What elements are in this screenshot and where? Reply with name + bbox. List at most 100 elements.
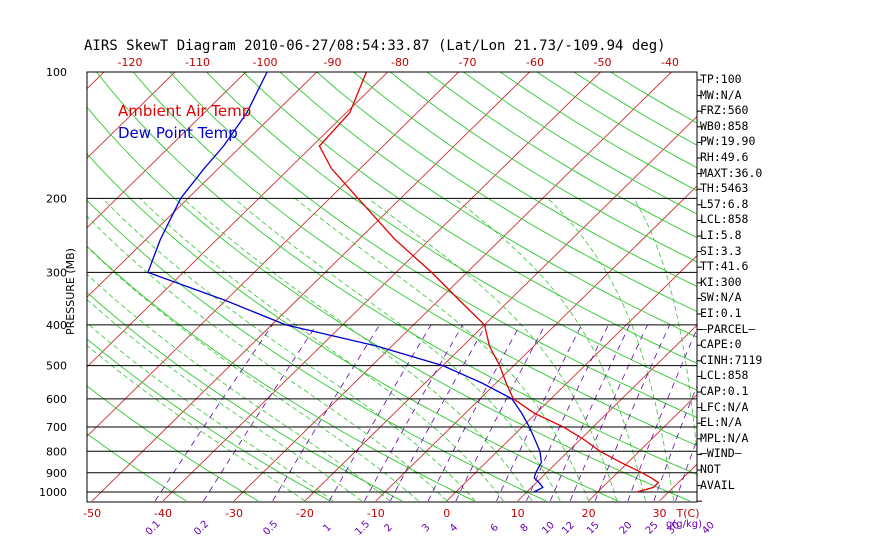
mixing-ratio-label: 10 [540, 520, 557, 537]
bottom-temp-label: 0 [443, 507, 450, 520]
moist-adiabat-line [87, 273, 391, 502]
index-line: RH:49.6 [700, 150, 749, 164]
pressure-tick-label: 300 [46, 266, 67, 279]
moist-adiabat-line [87, 322, 334, 502]
mixing-ratio-label: 1 [321, 522, 333, 534]
mixing-ratio-line [154, 324, 273, 502]
index-line: NOT [700, 462, 721, 476]
dry-adiabat-line [96, 72, 697, 475]
pressure-tick-label: 800 [46, 445, 67, 458]
index-line: MPL:N/A [700, 430, 749, 445]
index-line: MAXT:36.0 [700, 165, 763, 180]
bottom-temp-label: -50 [83, 507, 101, 520]
moist-adiabat-line [294, 198, 589, 502]
mixing-ratio-line [329, 324, 432, 502]
mixing-ratio-line [203, 324, 317, 502]
top-temp-label: -60 [526, 56, 544, 69]
mixing-ratio-line [653, 384, 697, 502]
bottom-temp-label: -40 [154, 507, 172, 520]
index-line: —WIND— [700, 446, 742, 461]
pressure-tick-label: 200 [46, 192, 67, 205]
moist-adiabat-lines [87, 198, 697, 502]
xaxis-unit-label: T(C) [676, 507, 700, 520]
isotherm-line [233, 72, 672, 502]
legend-dew-point-temp: Dew Point Temp [118, 124, 238, 142]
index-line: CAPE:0 [700, 337, 742, 352]
mixing-ratio-label: 0.2 [192, 519, 211, 538]
index-line: MW:N/A [700, 87, 742, 102]
isotherm-lines [0, 72, 870, 502]
pressure-tick-label: 900 [46, 467, 67, 480]
index-line: KI:300 [700, 274, 742, 289]
mixing-ratio-label: 3 [420, 522, 432, 534]
isotherm-line [446, 254, 697, 502]
dry-adiabat-line [87, 433, 187, 502]
mixing-ratio-label: 1.5 [353, 519, 372, 538]
index-line: TT:41.6 [700, 259, 749, 274]
isotherm-line [162, 72, 601, 502]
mixing-ratio-label: 40 [700, 520, 717, 537]
dry-adiabat-line [87, 153, 618, 502]
chart-title: AIRS SkewT Diagram 2010-06-27/08:54:33.8… [84, 38, 666, 54]
pressure-tick-label: 100 [46, 66, 67, 79]
pressure-tick-label: 400 [46, 319, 67, 332]
isotherm-line [87, 72, 459, 437]
isotherm-line [87, 72, 105, 90]
index-line: FRZ:560 [700, 103, 749, 118]
mixing-ratio-lines [154, 324, 697, 502]
index-line: TP:100 [700, 72, 742, 86]
isotherm-line [87, 72, 318, 298]
dry-adiabat-line [500, 72, 697, 192]
isotherm-line [0, 72, 33, 501]
top-temp-label: -40 [661, 56, 679, 69]
temp-profile-line [318, 72, 660, 493]
isobar-lines [87, 71, 697, 493]
index-line: LCL:858 [700, 212, 749, 227]
index-line: SW:N/A [700, 290, 742, 305]
profile-lines [147, 72, 660, 493]
bottom-temp-label: 30 [653, 507, 667, 520]
mixing-ratio-line [550, 324, 631, 502]
moist-adiabat-line [139, 198, 504, 502]
mixing-ratio-line [496, 324, 582, 502]
mixing-ratio-unit-label: g(g/kg) [666, 519, 702, 530]
dewpoint-profile-line [147, 72, 544, 493]
bottom-temp-label: -30 [225, 507, 243, 520]
mixing-ratio-label: 0.1 [144, 519, 163, 538]
index-line: WB0:858 [700, 118, 749, 133]
dry-adiabat-line [242, 72, 697, 364]
index-line: LI:5.8 [700, 228, 742, 242]
dry-adiabat-line [169, 72, 697, 419]
index-line: SI:3.3 [700, 243, 742, 258]
dry-adiabat-line [463, 72, 697, 215]
dry-adiabat-line [206, 72, 697, 391]
top-temp-label: -70 [459, 56, 477, 69]
dry-adiabat-line [389, 72, 697, 263]
bottom-temp-label: 10 [511, 507, 525, 520]
mixing-ratio-label: 25 [644, 520, 661, 537]
index-line: L57:6.8 [700, 196, 749, 211]
dry-adiabat-line [353, 72, 697, 287]
moist-adiabat-line [87, 215, 448, 502]
moist-adiabat-line [454, 198, 646, 501]
pressure-tick-label: 700 [46, 421, 67, 434]
index-line: LCL:858 [700, 368, 749, 383]
index-line: EI:0.1 [700, 306, 742, 320]
top-temp-label: -120 [118, 56, 143, 69]
bottom-temp-label: -20 [296, 507, 314, 520]
pressure-tick-label: 1000 [39, 486, 67, 499]
mixing-ratio-label: 15 [585, 520, 602, 537]
top-temp-label: -90 [324, 56, 342, 69]
mixing-ratio-label: 20 [618, 520, 635, 537]
moist-adiabat-line [182, 198, 533, 502]
index-line: AVAIL [700, 477, 735, 492]
dry-adiabat-line [279, 72, 697, 338]
index-line: CINH:7119 [700, 352, 763, 367]
dry-adiabat-line [87, 245, 475, 502]
dry-adiabat-line [87, 385, 259, 502]
mixing-ratio-label: 4 [448, 522, 460, 534]
mixing-ratio-line [526, 324, 609, 502]
moist-adiabat-line [102, 198, 476, 502]
index-line: PW:19.90 [700, 134, 756, 149]
isotherm-line [801, 72, 870, 501]
